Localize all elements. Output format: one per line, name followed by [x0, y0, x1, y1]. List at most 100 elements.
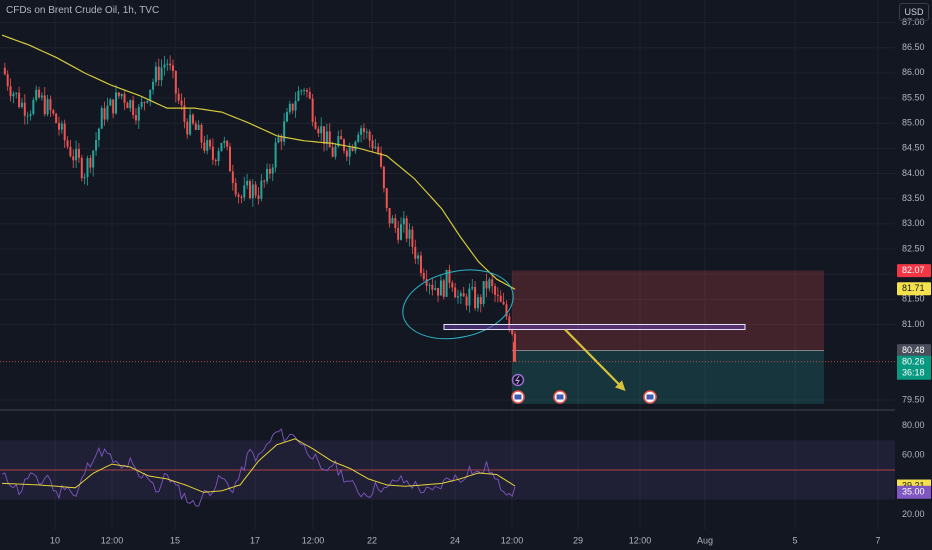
candle-body: [325, 131, 328, 144]
candle-body: [263, 180, 266, 182]
candle-body: [209, 140, 212, 147]
candle-body: [97, 128, 100, 140]
candle-body: [140, 102, 143, 108]
candle-body: [15, 92, 18, 94]
candle-body: [382, 166, 385, 189]
candle-body: [146, 100, 149, 103]
candle-body: [274, 142, 277, 168]
time-tick-label: 22: [367, 535, 377, 545]
candle-body: [311, 98, 314, 122]
candle-body: [371, 140, 374, 149]
candle-body: [52, 110, 55, 114]
candle-body: [226, 140, 229, 147]
candle-body: [231, 171, 234, 183]
candle-body: [448, 269, 451, 283]
candle-body: [439, 280, 442, 296]
candle-body: [271, 167, 274, 174]
candle-body: [251, 184, 254, 199]
time-tick-label: 7: [875, 535, 880, 545]
candle-body: [66, 140, 69, 147]
candle-body: [92, 150, 95, 168]
candle-body: [211, 146, 214, 160]
symbol-title[interactable]: CFDs on Brent Crude Oil, 1h, TVC: [6, 5, 160, 16]
candle-body: [157, 66, 160, 81]
candle-body: [55, 113, 58, 123]
candle-body: [18, 92, 21, 108]
candle-body: [314, 121, 317, 129]
candle-body: [220, 143, 223, 152]
candle-body: [476, 297, 479, 309]
candle-body: [246, 180, 249, 186]
us-flag-icon: [556, 394, 564, 400]
candle-body: [437, 288, 440, 296]
candle-body: [43, 95, 46, 115]
candle-body: [288, 103, 291, 113]
currency-button[interactable]: USD: [899, 3, 929, 21]
time-tick-label: 10: [50, 535, 60, 545]
candle-body: [197, 124, 200, 130]
trend-arrow-drawing[interactable]: [564, 328, 626, 391]
candle-body: [174, 71, 177, 94]
candle-body: [160, 67, 163, 81]
candle-body: [283, 121, 286, 142]
candle-body: [417, 255, 420, 259]
candle-body: [203, 142, 206, 151]
rectangle-zone-drawing[interactable]: [443, 323, 746, 331]
candle-body: [123, 93, 126, 103]
candle-body: [499, 295, 502, 302]
time-tick-label: 12:00: [629, 535, 652, 545]
candle-body: [80, 157, 83, 179]
ellipse-drawing[interactable]: [396, 260, 519, 348]
time-tick-label: 24: [450, 535, 460, 545]
stop-price-badge: [897, 264, 931, 278]
candle-body: [191, 114, 194, 124]
candle-body: [260, 180, 263, 199]
last-price-text: 80.26: [902, 357, 925, 367]
candle-body: [331, 147, 334, 157]
rsi-ma-line: [1, 438, 516, 493]
us-flag-icon: [514, 394, 522, 400]
candle-body: [172, 65, 174, 72]
candle-body: [294, 100, 297, 111]
candle-body: [345, 150, 348, 157]
candle-body: [72, 156, 75, 161]
candle-body: [95, 139, 98, 151]
candle-body: [514, 334, 516, 343]
candle-body: [20, 102, 23, 108]
candle-body: [234, 182, 237, 195]
candle-body: [305, 90, 308, 92]
short-position-tool[interactable]: [512, 270, 824, 404]
candle-body: [474, 287, 477, 309]
candle-body: [9, 86, 12, 97]
candle-body: [134, 115, 137, 121]
price-tick-label: 87.00: [902, 17, 925, 27]
time-tick-label: 12:00: [501, 535, 524, 545]
candle-body: [457, 296, 459, 298]
candle-body: [320, 126, 323, 134]
candle-body: [223, 140, 226, 144]
candle-body: [442, 280, 445, 297]
candle-body: [405, 218, 408, 239]
candle-body: [377, 146, 380, 153]
candle-body: [402, 218, 405, 225]
rsi-tick-label: 80.00: [902, 420, 925, 430]
candle-body: [12, 93, 15, 97]
candle-body: [388, 207, 391, 224]
candle-body: [494, 286, 497, 295]
price-tick-label: 83.00: [902, 218, 925, 228]
candle-body: [479, 297, 482, 304]
candle-body: [257, 195, 260, 199]
candle-body: [86, 158, 89, 177]
candle-body: [106, 105, 109, 120]
candle-body: [400, 224, 402, 240]
candle-body: [46, 99, 49, 115]
rsi-badge: [897, 485, 931, 499]
candle-body: [109, 99, 112, 106]
candle-body: [291, 103, 294, 111]
candle-body: [328, 131, 331, 148]
candle-body: [152, 81, 155, 90]
last-price-badge: [897, 355, 931, 380]
price-tick-label: 84.50: [902, 143, 925, 153]
price-tick-label: 85.50: [902, 92, 925, 102]
